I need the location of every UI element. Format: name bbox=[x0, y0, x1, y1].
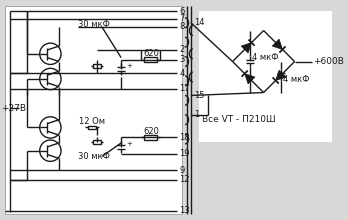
Text: 1: 1 bbox=[194, 110, 199, 119]
Text: 4 мкФ: 4 мкФ bbox=[283, 75, 309, 84]
Text: 620: 620 bbox=[143, 127, 159, 136]
Text: +: + bbox=[126, 141, 132, 147]
Text: 6: 6 bbox=[179, 7, 185, 16]
Text: 12 Ом: 12 Ом bbox=[79, 117, 105, 126]
Text: 17: 17 bbox=[179, 84, 190, 93]
Text: 15: 15 bbox=[194, 91, 204, 100]
Text: 30 мкФ: 30 мкФ bbox=[78, 20, 109, 29]
Bar bbox=[199, 11, 332, 142]
Text: 620: 620 bbox=[143, 49, 159, 58]
Polygon shape bbox=[241, 43, 252, 53]
Bar bbox=[93, 64, 101, 68]
Text: 2: 2 bbox=[179, 45, 184, 54]
Text: 18: 18 bbox=[179, 133, 190, 142]
Bar bbox=[144, 57, 157, 62]
Text: 7: 7 bbox=[179, 14, 185, 23]
Text: +27В: +27В bbox=[1, 104, 26, 113]
Text: 30 мкФ: 30 мкФ bbox=[78, 152, 109, 161]
Polygon shape bbox=[276, 70, 286, 81]
Bar bbox=[88, 125, 96, 129]
Text: Все VT - П210Ш: Все VT - П210Ш bbox=[201, 115, 275, 124]
Text: 12: 12 bbox=[179, 175, 190, 184]
Polygon shape bbox=[272, 39, 283, 50]
Text: 13: 13 bbox=[179, 206, 190, 215]
Text: 8: 8 bbox=[179, 22, 185, 31]
Text: 4 мкФ: 4 мкФ bbox=[252, 53, 278, 62]
Text: 9: 9 bbox=[179, 166, 184, 175]
Bar bbox=[5, 6, 182, 214]
Polygon shape bbox=[245, 74, 255, 84]
Text: 19: 19 bbox=[179, 149, 190, 158]
Bar bbox=[144, 135, 157, 139]
Text: 14: 14 bbox=[194, 18, 204, 27]
Text: +600В: +600В bbox=[313, 57, 344, 66]
Text: 4: 4 bbox=[179, 69, 184, 78]
Bar bbox=[93, 140, 101, 144]
Text: +: + bbox=[126, 63, 132, 69]
Text: 3: 3 bbox=[179, 55, 185, 64]
